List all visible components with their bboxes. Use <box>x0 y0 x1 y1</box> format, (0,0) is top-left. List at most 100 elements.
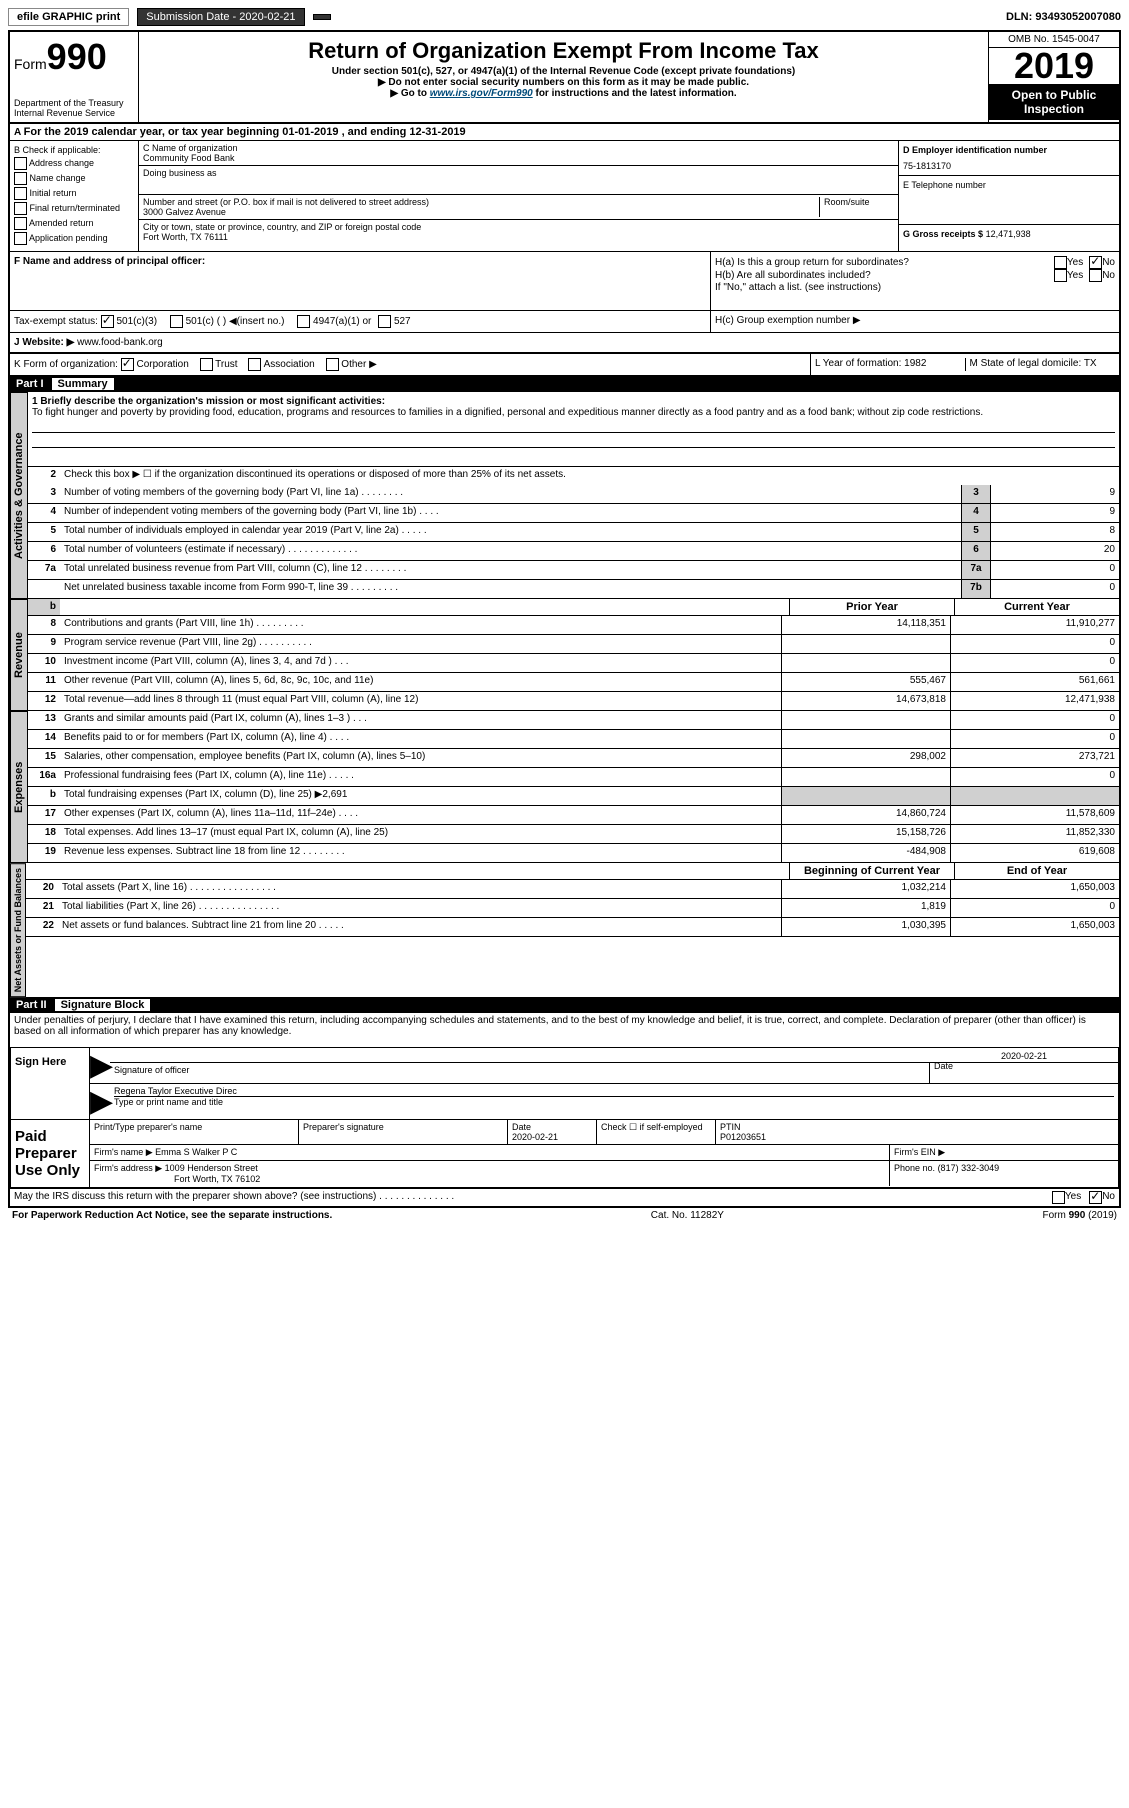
corp-checkbox[interactable] <box>121 358 134 371</box>
table-row: 16aProfessional fundraising fees (Part I… <box>28 768 1119 787</box>
yes-label: Yes <box>1067 257 1083 268</box>
discuss-no-checkbox[interactable] <box>1089 1191 1102 1204</box>
firm-addr1: 1009 Henderson Street <box>165 1163 258 1173</box>
prep-sig-label: Preparer's signature <box>299 1120 508 1144</box>
hc-label: H(c) Group exemption number ▶ <box>715 315 1115 326</box>
dln-text: DLN: 93493052007080 <box>1006 11 1121 23</box>
hb-yes-checkbox[interactable] <box>1054 269 1067 282</box>
part2-header: Part II Signature Block <box>10 997 1119 1013</box>
ha-label: H(a) Is this a group return for subordin… <box>715 257 1054 268</box>
form-prefix: Form <box>14 56 47 72</box>
ha-no-checkbox[interactable] <box>1089 256 1102 269</box>
current-year-header: Current Year <box>954 599 1119 615</box>
addr-value: 3000 Galvez Avenue <box>143 207 819 217</box>
dba-label: Doing business as <box>143 168 894 178</box>
prep-date-label: Date <box>512 1122 531 1132</box>
part1-num: Part I <box>16 378 44 390</box>
hb-note: If "No," attach a list. (see instruction… <box>715 282 1115 293</box>
sidebar-expenses: Expenses <box>10 711 28 863</box>
sign-date-label: Date <box>934 1061 953 1071</box>
ha-yes-checkbox[interactable] <box>1054 256 1067 269</box>
note2-post: for instructions and the latest informat… <box>533 88 737 99</box>
table-row: 14Benefits paid to or for members (Part … <box>28 730 1119 749</box>
period-text: For the 2019 calendar year, or tax year … <box>24 126 466 138</box>
firm-ein-label: Firm's EIN ▶ <box>890 1145 1118 1160</box>
amended-checkbox[interactable] <box>14 217 27 230</box>
beg-year-header: Beginning of Current Year <box>789 863 954 879</box>
pending-checkbox[interactable] <box>14 232 27 245</box>
table-row: 10Investment income (Part VIII, column (… <box>28 654 1119 673</box>
form-title: Return of Organization Exempt From Incom… <box>143 38 984 64</box>
table-row: 12Total revenue—add lines 8 through 11 (… <box>28 692 1119 711</box>
527-label: 527 <box>394 316 411 327</box>
ptin-label: PTIN <box>720 1122 741 1132</box>
line2-text: Check this box ▶ ☐ if the organization d… <box>60 467 1119 485</box>
pending-label: Application pending <box>29 233 108 243</box>
note2-pre: ▶ Go to <box>390 88 429 99</box>
sig-officer-label: Signature of officer <box>114 1065 189 1075</box>
city-value: Fort Worth, TX 76111 <box>143 232 894 242</box>
assoc-checkbox[interactable] <box>248 358 261 371</box>
line1-text: To fight hunger and poverty by providing… <box>32 407 1115 418</box>
501c3-checkbox[interactable] <box>101 315 114 328</box>
submission-date-button[interactable]: Submission Date - 2020-02-21 <box>137 8 304 26</box>
domicile-label: M State of legal domicile: <box>970 358 1082 369</box>
final-return-label: Final return/terminated <box>30 203 121 213</box>
ein-value: 75-1813170 <box>903 161 1115 171</box>
table-row: 19Revenue less expenses. Subtract line 1… <box>28 844 1119 863</box>
part1-title: Summary <box>52 378 114 390</box>
form-container: Form990 Department of the Treasury Inter… <box>8 30 1121 1208</box>
city-label: City or town, state or province, country… <box>143 222 894 232</box>
table-row: 3Number of voting members of the governi… <box>28 485 1119 504</box>
ein-label: D Employer identification number <box>903 145 1115 155</box>
initial-return-checkbox[interactable] <box>14 187 27 200</box>
blank-button[interactable] <box>313 14 331 20</box>
table-row: 13Grants and similar amounts paid (Part … <box>28 711 1119 730</box>
501c-checkbox[interactable] <box>170 315 183 328</box>
table-row: 18Total expenses. Add lines 13–17 (must … <box>28 825 1119 844</box>
activities-section: Activities & Governance 1 Briefly descri… <box>10 392 1119 599</box>
table-row: 7aTotal unrelated business revenue from … <box>28 561 1119 580</box>
table-row: 6Total number of volunteers (estimate if… <box>28 542 1119 561</box>
assoc-label: Association <box>264 359 315 370</box>
discuss-no-label: No <box>1102 1191 1115 1204</box>
expenses-section: Expenses 13Grants and similar amounts pa… <box>10 711 1119 863</box>
declaration-text: Under penalties of perjury, I declare th… <box>10 1013 1119 1039</box>
hb-label: H(b) Are all subordinates included? <box>715 270 1054 281</box>
top-toolbar: efile GRAPHIC print Submission Date - 20… <box>8 8 1121 26</box>
firm-name-label: Firm's name ▶ <box>94 1147 153 1157</box>
prior-year-header: Prior Year <box>789 599 954 615</box>
open-public-badge: Open to Public Inspection <box>989 84 1119 120</box>
trust-checkbox[interactable] <box>200 358 213 371</box>
table-row: 15Salaries, other compensation, employee… <box>28 749 1119 768</box>
final-return-checkbox[interactable] <box>14 202 27 215</box>
sidebar-activities: Activities & Governance <box>10 392 28 599</box>
501c3-label: 501(c)(3) <box>116 316 157 327</box>
table-row: 20Total assets (Part X, line 16) . . . .… <box>26 880 1119 899</box>
other-checkbox[interactable] <box>326 358 339 371</box>
discuss-yes-checkbox[interactable] <box>1052 1191 1065 1204</box>
discuss-yes-label: Yes <box>1065 1191 1081 1204</box>
name-change-checkbox[interactable] <box>14 172 27 185</box>
header-left: Form990 Department of the Treasury Inter… <box>10 32 139 122</box>
4947-checkbox[interactable] <box>297 315 310 328</box>
address-change-checkbox[interactable] <box>14 157 27 170</box>
preparer-section: Paid Preparer Use Only Print/Type prepar… <box>10 1120 1119 1188</box>
527-checkbox[interactable] <box>378 315 391 328</box>
initial-return-label: Initial return <box>30 188 77 198</box>
firm-name: Emma S Walker P C <box>155 1147 237 1157</box>
501c-label: 501(c) ( ) ◀(insert no.) <box>186 316 285 327</box>
irs-text: Internal Revenue Service <box>14 108 134 118</box>
header-right: OMB No. 1545-0047 2019 Open to Public In… <box>988 32 1119 122</box>
yearform-label: L Year of formation: <box>815 358 901 369</box>
irs-link[interactable]: www.irs.gov/Form990 <box>430 88 533 99</box>
form-note1: ▶ Do not enter social security numbers o… <box>143 77 984 88</box>
cat-text: Cat. No. 11282Y <box>651 1210 724 1221</box>
efile-print-button[interactable]: efile GRAPHIC print <box>8 8 129 26</box>
hb-no-checkbox[interactable] <box>1089 269 1102 282</box>
trust-label: Trust <box>215 359 237 370</box>
table-row: 17Other expenses (Part IX, column (A), l… <box>28 806 1119 825</box>
table-row: Net unrelated business taxable income fr… <box>28 580 1119 599</box>
table-row: 11Other revenue (Part VIII, column (A), … <box>28 673 1119 692</box>
sidebar-revenue: Revenue <box>10 599 28 711</box>
